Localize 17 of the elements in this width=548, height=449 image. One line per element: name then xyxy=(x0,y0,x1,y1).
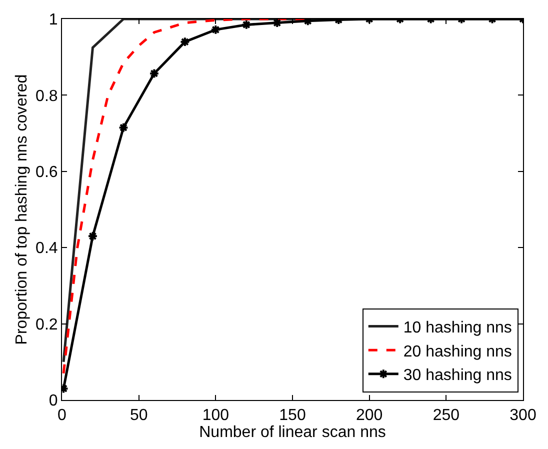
legend-label: 20 hashing nns xyxy=(403,343,512,360)
y-tick-label: 0.6 xyxy=(36,164,58,181)
x-axis-title: Number of linear scan nns xyxy=(199,424,386,442)
y-tick-label: 1 xyxy=(48,12,58,29)
y-tick-label: 0.2 xyxy=(36,316,58,334)
legend-label: 10 hashing nns xyxy=(403,320,512,337)
y-tick-label: 0.4 xyxy=(36,240,58,258)
x-tick-label: 150 xyxy=(279,407,306,424)
y-tick-label: 0.8 xyxy=(36,88,58,105)
y-tick-label: 0 xyxy=(48,392,58,410)
x-tick-label: 200 xyxy=(356,407,383,424)
legend-label: 30 hashing nns xyxy=(403,367,512,384)
x-tick-label: 300 xyxy=(510,407,536,424)
y-axis-title: Proportion of top hashing nns covered xyxy=(13,74,30,345)
x-tick-label: 250 xyxy=(432,407,460,424)
x-tick-label: 100 xyxy=(202,407,230,424)
x-tick-label: 50 xyxy=(130,407,148,424)
